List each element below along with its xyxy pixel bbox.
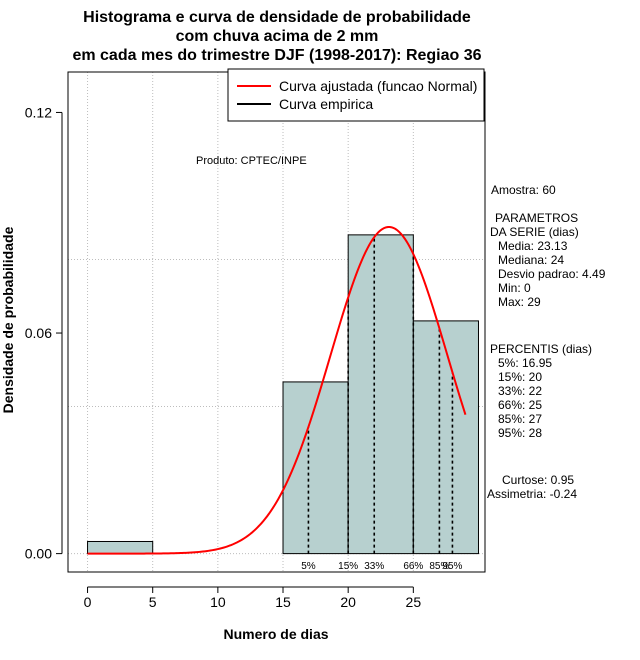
histogram-bar-2 [347, 234, 414, 555]
p33-text: 33%: 22 [498, 384, 542, 398]
legend-label-normal: Curva ajustada (funcao Normal) [279, 78, 477, 94]
mediana-text: Mediana: 24 [498, 253, 564, 267]
percentis-title: PERCENTIS (dias) [490, 342, 592, 356]
x-axis-title: Numero de dias [223, 626, 328, 642]
chart-title-line-2: com chuva acima de 2 mm [176, 28, 379, 45]
y-tick-label-1: 0.06 [25, 325, 52, 341]
x-tick-label-2: 10 [210, 594, 226, 610]
legend: Curva ajustada (funcao Normal) Curva emp… [227, 68, 485, 122]
y-axis-title: Densidade de probabilidade [0, 226, 16, 413]
y-axis: 0.00 0.06 0.12 [25, 104, 63, 562]
x-tick-label-0: 0 [84, 594, 92, 610]
stats-panel: Amostra: 60 PARAMETROS DA SERIE (dias) M… [487, 183, 606, 501]
desvio-text: Desvio padrao: 4.49 [498, 267, 606, 281]
p85-text: 85%: 27 [498, 412, 542, 426]
histogram-bar-3 [412, 320, 479, 555]
chart-title-line-3: em cada mes do trimestre DJF (1998-2017)… [72, 47, 481, 64]
percentile-label-4: 85% [429, 561, 449, 572]
percentile-label-2: 33% [364, 561, 384, 572]
x-tick-label-5: 25 [406, 594, 422, 610]
normal-curve-layer [87, 226, 467, 555]
percentile-label-1: 15% [338, 561, 358, 572]
histogram-bar-0 [87, 540, 154, 555]
p15-text: 15%: 20 [498, 370, 542, 384]
y-tick-label-2: 0.12 [25, 104, 52, 120]
legend-label-empirica: Curva empirica [279, 96, 373, 112]
parametros-title: PARAMETROS [495, 211, 578, 225]
x-axis: 0 5 10 15 20 25 [84, 586, 422, 610]
percentile-label-0: 5% [301, 561, 316, 572]
x-tick-label-3: 15 [275, 594, 291, 610]
max-text: Max: 29 [498, 295, 541, 309]
normal-curve [87, 226, 467, 555]
p66-text: 66%: 25 [498, 398, 542, 412]
y-tick-label-0: 0.00 [25, 546, 52, 562]
curtose-text: Curtose: 0.95 [502, 473, 574, 487]
produto-label: Produto: CPTEC/INPE [196, 155, 307, 167]
percentile-lines: 5% 15% 33% 66% 85%95% [301, 237, 463, 572]
histogram-bars [87, 234, 479, 555]
parametros-subtitle: DA SERIE (dias) [490, 225, 579, 239]
percentile-label-3: 66% [403, 561, 423, 572]
p95-text: 95%: 28 [498, 426, 542, 440]
p5-text: 5%: 16.95 [498, 356, 552, 370]
percentile-label-5: 95% [442, 561, 462, 572]
x-tick-label-4: 20 [340, 594, 356, 610]
media-text: Media: 23.13 [498, 239, 568, 253]
chart-title-line-1: Histograma e curva de densidade de proba… [83, 9, 471, 26]
x-tick-label-1: 5 [149, 594, 157, 610]
amostra-text: Amostra: 60 [491, 183, 556, 197]
legend-box [227, 68, 485, 122]
min-text: Min: 0 [498, 281, 531, 295]
assimetria-text: Assimetria: -0.24 [487, 487, 577, 501]
